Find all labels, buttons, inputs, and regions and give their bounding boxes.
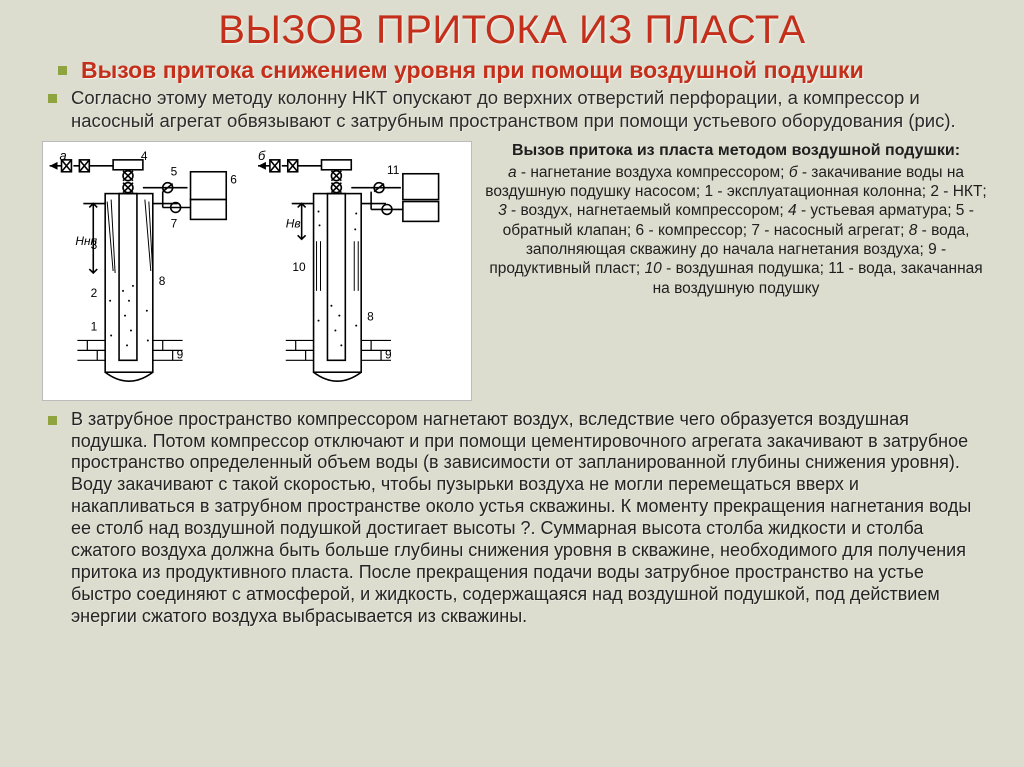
slide-container: ВЫЗОВ ПРИТОКА ИЗ ПЛАСТА Вызов притока сн… [0, 0, 1024, 640]
subtitle-text: Вызов притока снижением уровня при помощ… [81, 57, 864, 83]
well-diagram-figure: а [42, 141, 472, 401]
svg-text:Hв: Hв [286, 216, 301, 230]
caption-label-10: 10 [645, 260, 662, 277]
figure-and-caption: а [42, 141, 996, 401]
svg-text:6: 6 [230, 172, 237, 186]
svg-text:8: 8 [159, 273, 166, 287]
figure-caption: Вызов притока из пласта методом воздушно… [484, 141, 996, 401]
well-diagram-svg: а [43, 142, 471, 400]
svg-text:9: 9 [385, 347, 392, 361]
caption-label-3: 3 [498, 202, 507, 219]
page-title: ВЫЗОВ ПРИТОКА ИЗ ПЛАСТА [28, 8, 996, 53]
svg-text:7: 7 [171, 216, 178, 230]
svg-text:10: 10 [292, 260, 306, 274]
svg-text:4: 4 [141, 148, 148, 162]
svg-text:1: 1 [91, 319, 98, 333]
svg-text:9: 9 [177, 347, 184, 361]
caption-label-b: б [789, 164, 798, 181]
para1-row: Согласно этому методу колонну НКТ опуска… [48, 87, 996, 132]
caption-seg: - воздушная подушка; 11 - вода, закачанн… [653, 260, 983, 296]
svg-text:5: 5 [171, 164, 178, 178]
svg-text:11: 11 [387, 162, 400, 176]
para2-text: В затрубное пространство компрессором на… [71, 409, 986, 629]
para2-row: В затрубное пространство компрессором на… [48, 409, 986, 629]
bullet-icon [48, 416, 57, 425]
para1-text: Согласно этому методу колонну НКТ опуска… [71, 87, 996, 132]
caption-title: Вызов притока из пласта методом воздушно… [484, 141, 988, 161]
bullet-icon [48, 94, 57, 103]
caption-label-a: а [508, 164, 517, 181]
svg-text:3: 3 [91, 238, 98, 252]
svg-text:б: б [258, 147, 266, 162]
caption-label-4: 4 [788, 202, 797, 219]
caption-seg: - воздух, нагнетаемый компрессором; [507, 202, 788, 219]
caption-body: а - нагнетание воздуха компрессором; б -… [484, 163, 988, 299]
subtitle-row: Вызов притока снижением уровня при помощ… [58, 57, 996, 83]
caption-seg: - нагнетание воздуха компрессором; [517, 164, 789, 181]
svg-text:8: 8 [367, 309, 374, 323]
bullet-icon [58, 66, 67, 75]
svg-text:2: 2 [91, 285, 98, 299]
